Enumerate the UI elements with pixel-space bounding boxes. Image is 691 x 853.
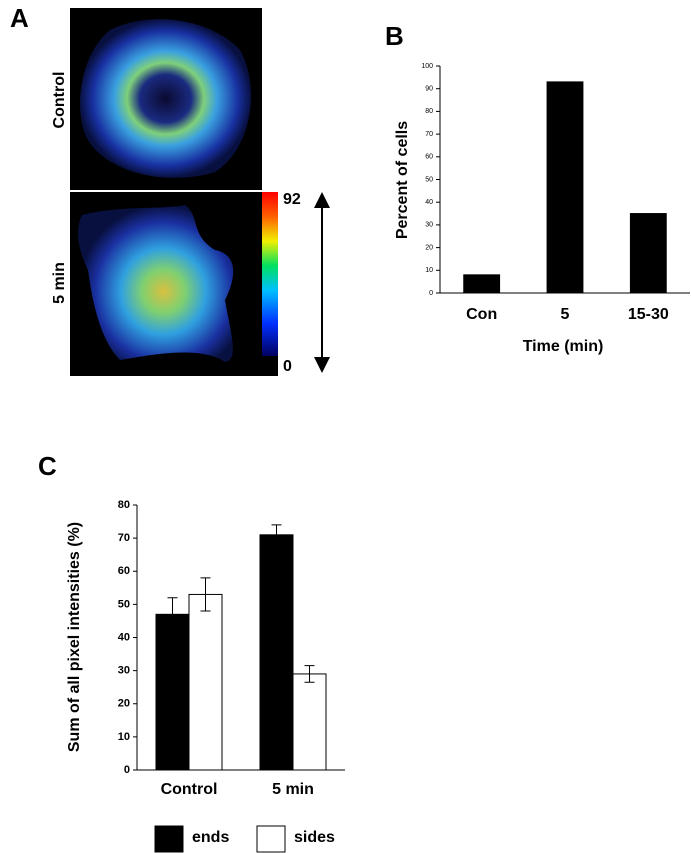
colorbar-min: 0 [283, 358, 292, 375]
panel-label: B [385, 21, 404, 51]
y-axis-title: Percent of cells [394, 121, 411, 239]
legend-label: sides [294, 829, 335, 846]
y-tick-label: 30 [425, 222, 433, 229]
y-tick-label: 60 [425, 154, 433, 161]
y-tick-label: 100 [421, 63, 433, 70]
colorbar [262, 192, 278, 356]
x-tick-label: Con [466, 306, 497, 323]
legend-label: ends [192, 829, 229, 846]
y-tick-label: 30 [118, 665, 130, 677]
cell-5min [78, 205, 234, 362]
y-tick-label: 80 [118, 499, 130, 511]
y-tick-label: 20 [425, 244, 433, 251]
bar [546, 81, 584, 294]
y-tick-label: 0 [124, 764, 130, 776]
bar [463, 274, 501, 294]
legend-swatch [154, 825, 184, 853]
y-tick-label: 50 [118, 598, 130, 610]
y-tick-label: 20 [118, 698, 130, 710]
error-bar [304, 665, 315, 683]
row-label: 5 min [51, 262, 68, 304]
x-tick-label: Control [161, 781, 218, 798]
y-tick-label: 40 [118, 631, 130, 643]
error-bar [167, 597, 178, 632]
y-tick-label: 10 [118, 731, 130, 743]
bar [155, 613, 190, 771]
colorbar-base [262, 356, 278, 376]
error-bar [271, 524, 282, 546]
y-tick-label: 60 [118, 565, 130, 577]
y-tick-label: 70 [425, 131, 433, 138]
error-bar [200, 577, 211, 612]
row-label: Control [51, 72, 68, 129]
bar [629, 213, 667, 294]
bar [292, 673, 327, 771]
x-tick-label: 5 [561, 306, 570, 323]
y-tick-label: 10 [425, 267, 433, 274]
cell-control [79, 19, 252, 178]
x-tick-label: 5 min [272, 781, 314, 798]
y-tick-label: 70 [118, 532, 130, 544]
bar [259, 534, 294, 771]
y-tick-label: 90 [425, 86, 433, 93]
panel-label: A [10, 3, 29, 33]
x-tick-label: 15-30 [628, 306, 669, 323]
x-axis-title: Time (min) [523, 338, 604, 355]
panel-label: C [38, 451, 57, 481]
y-tick-label: 40 [425, 199, 433, 206]
y-axis-title: Sum of all pixel intensities (%) [66, 522, 83, 752]
legend-swatch [256, 825, 286, 853]
y-tick-label: 80 [425, 108, 433, 115]
colorbar-max: 92 [283, 191, 301, 208]
bar [188, 593, 223, 771]
y-tick-label: 50 [425, 176, 433, 183]
y-tick-label: 0 [429, 290, 433, 297]
